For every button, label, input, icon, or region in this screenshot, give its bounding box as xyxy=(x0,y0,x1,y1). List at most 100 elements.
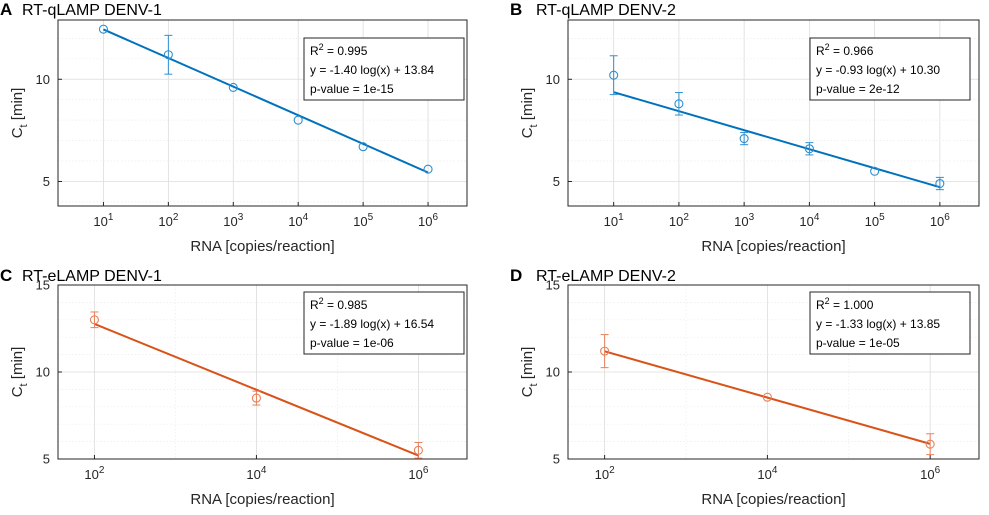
x-tick-label: 102 xyxy=(595,465,615,482)
x-tick-label: 104 xyxy=(757,465,777,482)
data-point xyxy=(609,70,619,80)
error-bar xyxy=(90,311,99,329)
fit-line xyxy=(103,28,429,174)
panel-title: RT-eLAMP DENV-1 xyxy=(22,268,162,285)
y-tick-label: 10 xyxy=(546,72,560,87)
data-point xyxy=(925,439,935,449)
x-tick-label: 101 xyxy=(93,212,113,229)
data-point xyxy=(804,144,814,154)
x-tick-label: 106 xyxy=(418,212,438,229)
panel-letter: C xyxy=(0,266,12,285)
data-point xyxy=(251,393,261,403)
x-tick-label: 104 xyxy=(246,465,266,482)
y-tick-label: 15 xyxy=(546,278,560,293)
p-value: p-value = 1e-06 xyxy=(310,336,394,350)
fit-line xyxy=(613,91,941,189)
stats-box: R2 = 0.966 y = -0.93 log(x) + 10.30 p-valu… xyxy=(809,37,971,101)
stats-box: R2 = 0.985 y = -1.89 log(x) + 16.54 p-valu… xyxy=(303,291,465,355)
data-point xyxy=(358,142,368,152)
error-bar xyxy=(609,55,618,96)
x-tick-label: 103 xyxy=(223,212,243,229)
y-tick-label: 15 xyxy=(36,278,50,293)
x-tick-label: 106 xyxy=(920,465,940,482)
y-tick-label: 5 xyxy=(43,452,50,467)
data-point xyxy=(413,445,423,455)
error-bar xyxy=(164,34,173,75)
error-bar xyxy=(252,390,261,406)
data-point xyxy=(739,133,749,144)
panel-letter: B xyxy=(510,0,522,19)
fit-equation: y = -1.40 log(x) + 13.84 xyxy=(310,63,434,77)
x-tick-label: 105 xyxy=(353,212,373,229)
panel-letter: D xyxy=(510,266,522,285)
y-tick-label: 10 xyxy=(36,72,50,87)
panel-letter: A xyxy=(0,0,12,19)
x-tick-label: 104 xyxy=(288,212,308,229)
stats-box: R2 = 0.995 y = -1.40 log(x) + 13.84 p-valu… xyxy=(303,37,465,101)
fit-equation: y = -1.89 log(x) + 16.54 xyxy=(310,317,434,331)
y-tick-label: 5 xyxy=(553,452,560,467)
panel-d: 102 104 106 5 10 15 D RT-eLAMP DENV-2 RNA [copie… xyxy=(510,266,980,508)
data-point xyxy=(163,50,173,60)
x-tick-label: 102 xyxy=(158,212,178,229)
x-tick-label: 101 xyxy=(604,212,624,229)
panel-a: 101 102 103 104 105 106 5 10 A RT-qLAMP DENV-1 RNA… xyxy=(0,0,468,255)
error-bar xyxy=(674,92,683,116)
data-point xyxy=(98,24,108,34)
p-value: p-value = 1e-15 xyxy=(310,82,394,96)
data-point xyxy=(870,166,880,176)
x-axis-label: RNA [copies/reaction] xyxy=(190,491,334,508)
r-squared: R2 = 0.985 xyxy=(310,296,368,312)
r-squared: R2 = 0.966 xyxy=(816,42,874,58)
panel-title: RT-eLAMP DENV-2 xyxy=(536,268,676,285)
x-tick-label: 104 xyxy=(799,212,819,229)
y-axis-label: Ct [min] xyxy=(519,347,540,398)
stats-box: R2 = 1.000 y = -1.33 log(x) + 13.85 p-valu… xyxy=(809,291,971,355)
panel-b: 101 102 103 104 105 106 5 10 B RT-qLAMP DENV-2 RNA… xyxy=(510,0,980,255)
x-tick-label: 103 xyxy=(734,212,754,229)
error-bar xyxy=(414,441,423,459)
x-axis-label: RNA [copies/reaction] xyxy=(701,491,845,508)
r-squared: R2 = 0.995 xyxy=(310,42,368,58)
data-point xyxy=(600,346,610,356)
y-tick-label: 10 xyxy=(546,365,560,380)
fit-line xyxy=(604,350,931,445)
x-tick-label: 102 xyxy=(84,465,104,482)
fit-line xyxy=(94,323,419,457)
axes-box xyxy=(57,19,468,207)
x-tick-label: 106 xyxy=(408,465,428,482)
y-axis-label: Ct [min] xyxy=(9,347,30,398)
y-axis-label: Ct [min] xyxy=(519,88,540,139)
stats-box-frame xyxy=(303,37,465,101)
stats-box-frame xyxy=(809,291,971,355)
panel-c: 102 104 106 5 10 15 C RT-eLAMP DENV-1 RNA [copie… xyxy=(0,266,468,508)
panel-title: RT-qLAMP DENV-1 xyxy=(22,2,162,19)
data-point xyxy=(293,115,303,125)
error-bar xyxy=(926,433,935,456)
panel-title: RT-qLAMP DENV-2 xyxy=(536,2,676,19)
y-tick-label: 10 xyxy=(36,365,50,380)
data-point xyxy=(228,82,238,93)
x-axis-label: RNA [copies/reaction] xyxy=(190,238,334,255)
fit-equation: y = -0.93 log(x) + 10.30 xyxy=(816,63,940,77)
p-value: p-value = 1e-05 xyxy=(816,336,900,350)
error-bar xyxy=(600,334,609,369)
data-point xyxy=(935,178,945,189)
fit-equation: y = -1.33 log(x) + 13.85 xyxy=(816,317,940,331)
axes-box xyxy=(567,19,980,207)
r-squared: R2 = 1.000 xyxy=(816,296,874,312)
x-tick-label: 106 xyxy=(930,212,950,229)
x-axis-label: RNA [copies/reaction] xyxy=(701,238,845,255)
stats-box-frame xyxy=(303,291,465,355)
stats-box-frame xyxy=(809,37,971,101)
x-tick-label: 102 xyxy=(669,212,689,229)
data-point xyxy=(423,164,433,174)
y-axis-label: Ct [min] xyxy=(9,88,30,139)
x-tick-label: 105 xyxy=(865,212,885,229)
data-point xyxy=(674,99,684,109)
y-tick-label: 5 xyxy=(553,174,560,189)
data-point xyxy=(762,392,772,402)
data-point xyxy=(89,315,99,325)
y-tick-label: 5 xyxy=(43,174,50,189)
